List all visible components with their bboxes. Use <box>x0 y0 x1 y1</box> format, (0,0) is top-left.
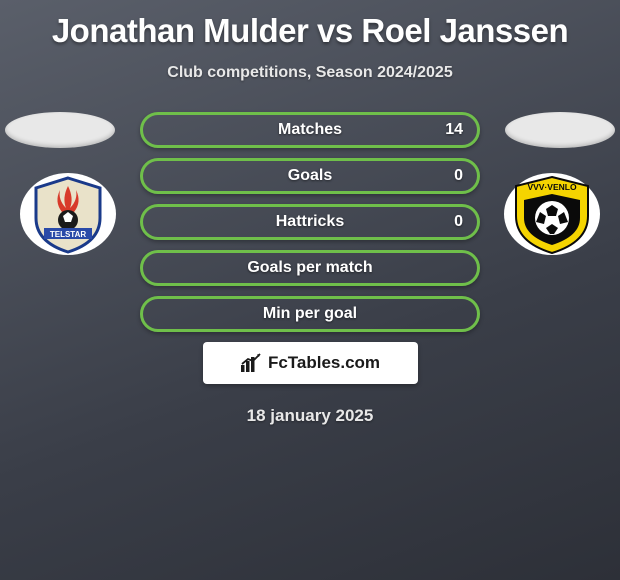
comparison-content: TELSTAR VVV·VENLO Matches 14 Goals 0 <box>0 112 620 426</box>
vvv-venlo-shield-icon: VVV·VENLO <box>502 172 602 257</box>
brand-box: FcTables.com <box>203 342 418 384</box>
telstar-banner-text: TELSTAR <box>50 230 87 239</box>
stat-label: Hattricks <box>276 213 344 231</box>
club-badge-left: TELSTAR <box>18 172 118 257</box>
stat-label: Goals per match <box>247 259 372 277</box>
vvv-banner-text: VVV·VENLO <box>527 182 577 192</box>
player-right-oval <box>505 112 615 148</box>
player-left-oval <box>5 112 115 148</box>
stat-row-hattricks: Hattricks 0 <box>140 204 480 240</box>
stat-label: Matches <box>278 121 342 139</box>
page-title: Jonathan Mulder vs Roel Janssen <box>0 0 620 50</box>
chart-icon <box>240 353 262 373</box>
date-line: 18 january 2025 <box>0 406 620 426</box>
stat-row-goals: Goals 0 <box>140 158 480 194</box>
stat-row-matches: Matches 14 <box>140 112 480 148</box>
stat-right-value: 0 <box>454 167 463 185</box>
club-badge-right: VVV·VENLO <box>502 172 602 257</box>
stat-row-goals-per-match: Goals per match <box>140 250 480 286</box>
stat-right-value: 0 <box>454 213 463 231</box>
telstar-shield-icon: TELSTAR <box>18 172 118 257</box>
brand-text: FcTables.com <box>268 353 380 373</box>
subtitle: Club competitions, Season 2024/2025 <box>0 64 620 82</box>
stat-rows: Matches 14 Goals 0 Hattricks 0 Goals per… <box>140 112 480 332</box>
stat-label: Min per goal <box>263 305 357 323</box>
stat-row-min-per-goal: Min per goal <box>140 296 480 332</box>
stat-right-value: 14 <box>445 121 463 139</box>
stat-label: Goals <box>288 167 332 185</box>
